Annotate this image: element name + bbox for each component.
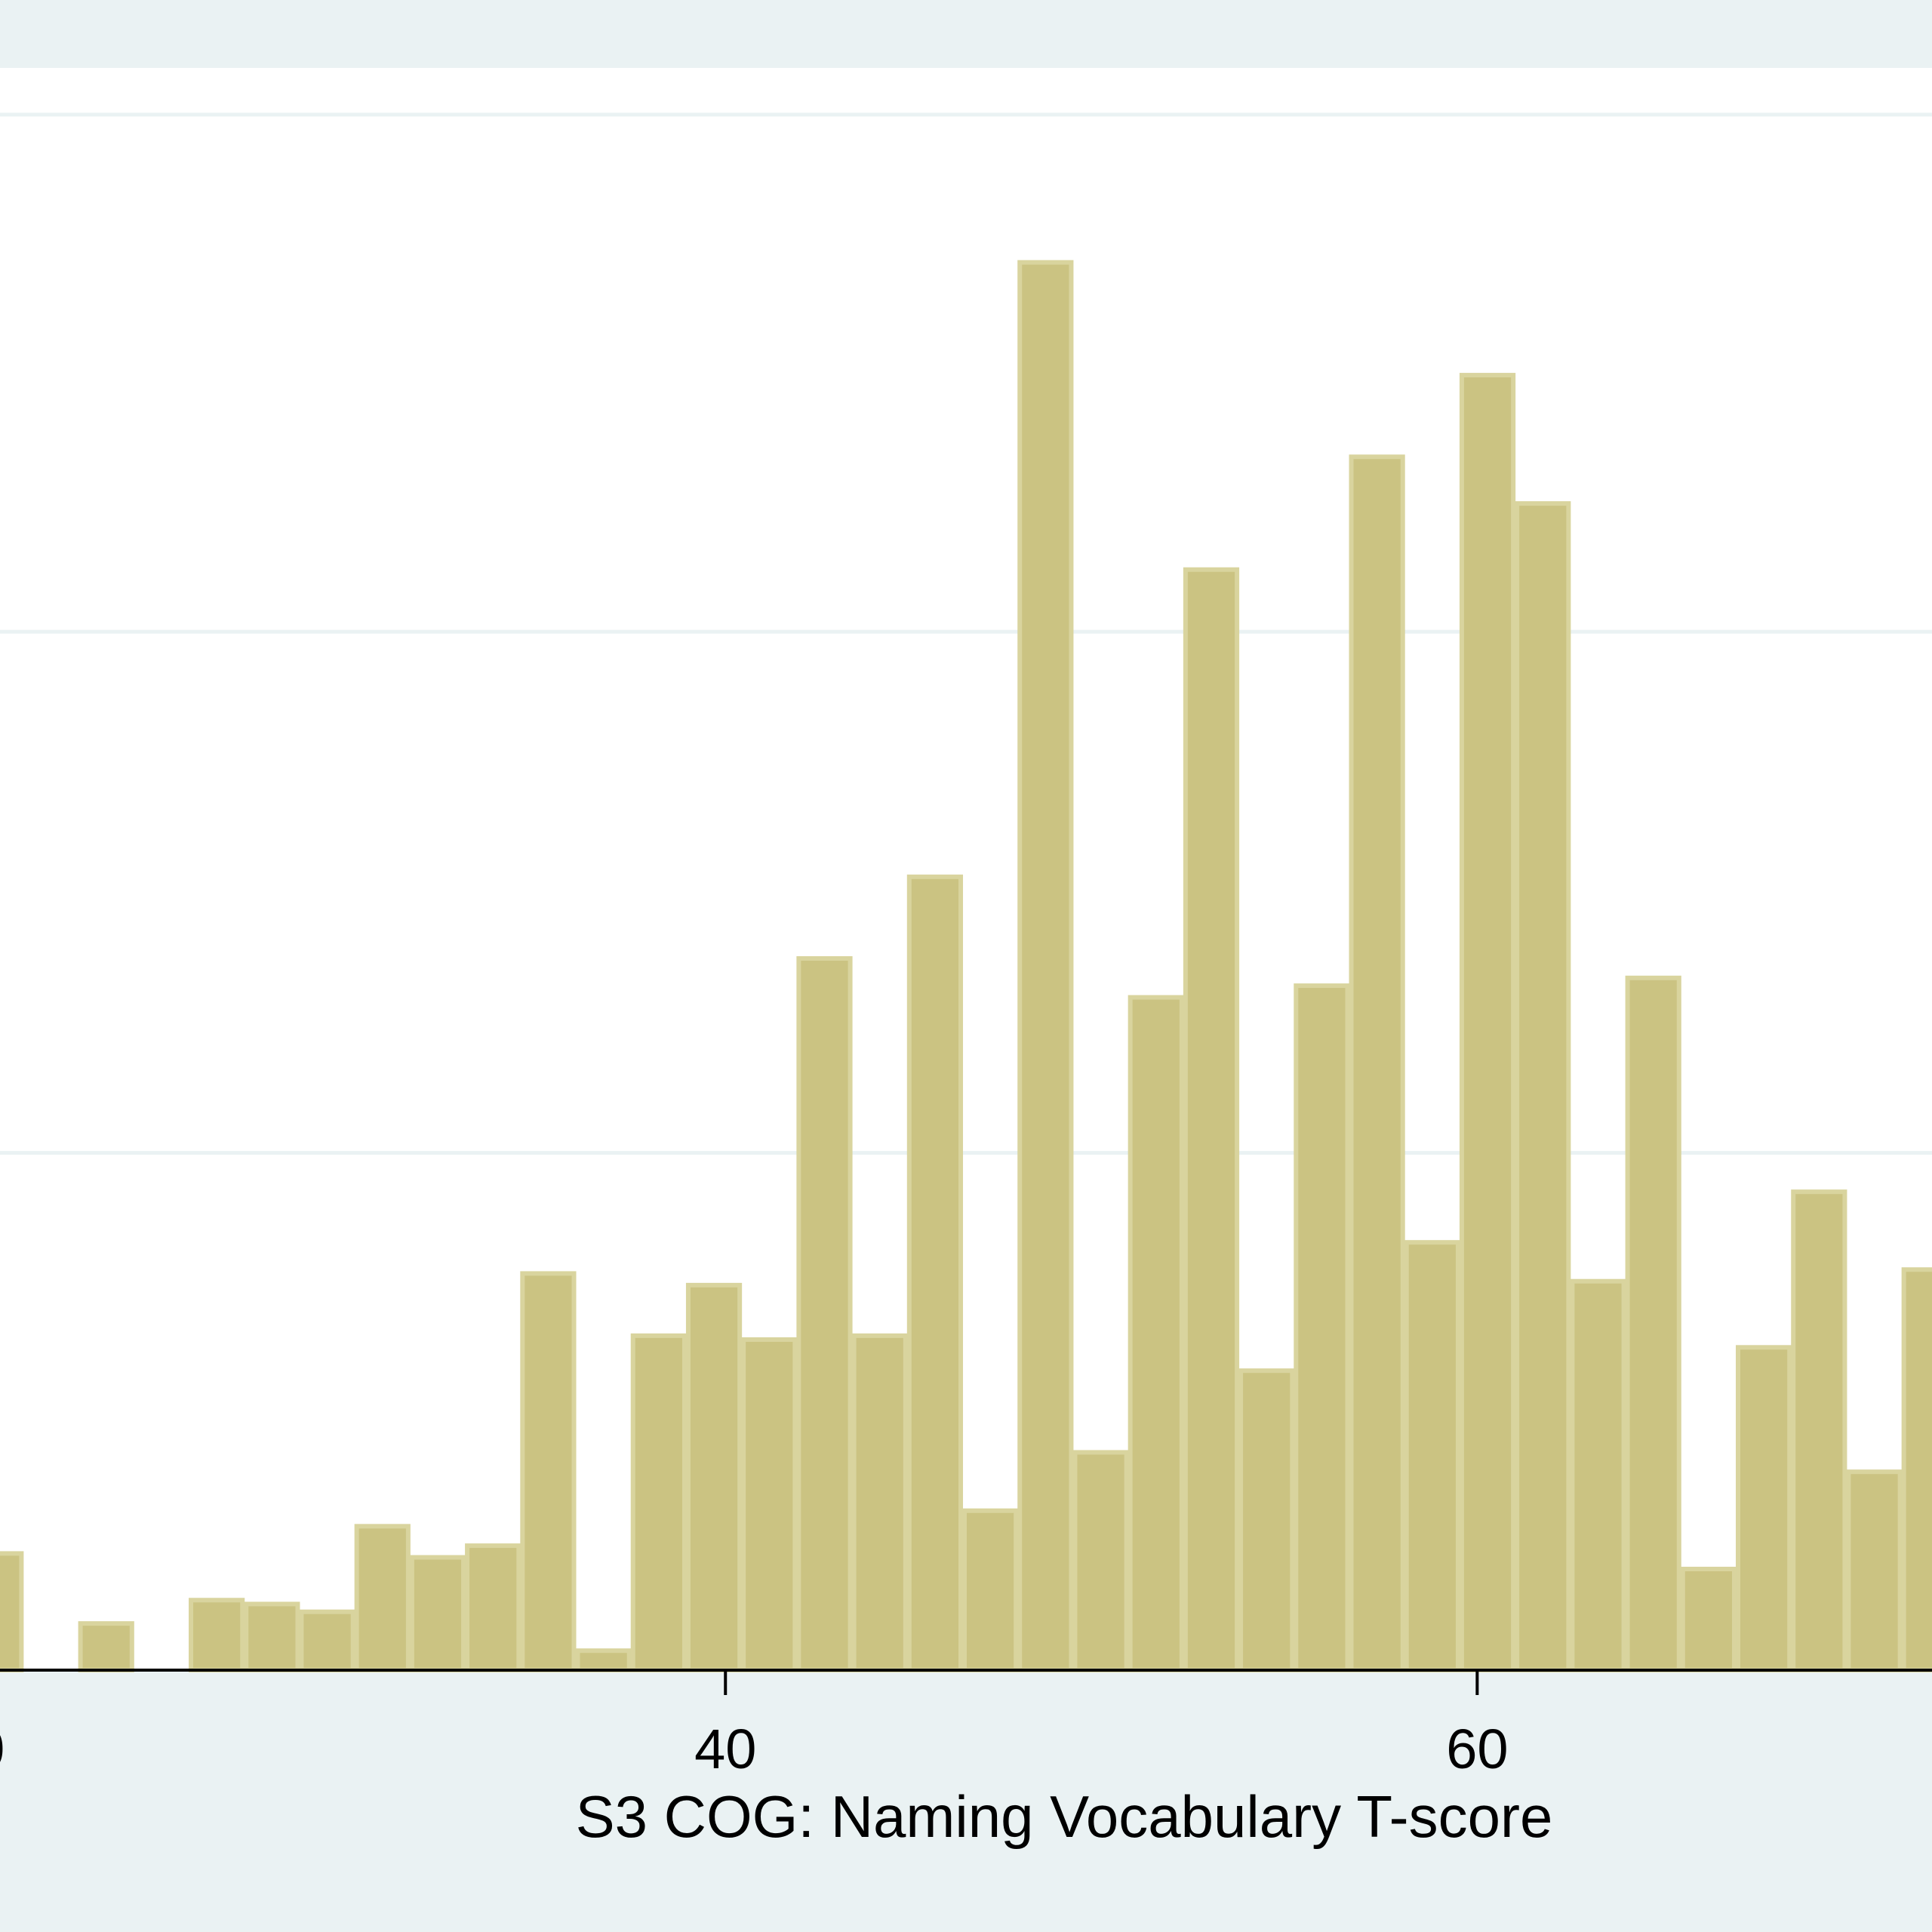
histogram-bar (906, 874, 964, 1672)
histogram-bar (1072, 1450, 1129, 1672)
histogram-bar (1459, 373, 1516, 1673)
histogram-bar (1017, 260, 1074, 1672)
histogram-bar (409, 1555, 466, 1672)
histogram-bar (78, 1621, 134, 1672)
histogram-bar (0, 1551, 24, 1672)
x-tick-label: 20 (0, 1718, 5, 1780)
histogram-bar (1846, 1469, 1903, 1672)
histogram-bar (851, 1333, 908, 1672)
histogram-bar (1625, 975, 1681, 1672)
histogram-bar (1680, 1567, 1737, 1672)
histogram-bar (1901, 1267, 1932, 1672)
y-gridlines (0, 112, 1932, 1155)
x-tick-label: 60 (1446, 1718, 1508, 1780)
histogram-bar (1349, 454, 1405, 1672)
histogram-bar (1404, 1240, 1460, 1672)
histogram-bar (1238, 1368, 1295, 1672)
histogram-bar (354, 1524, 411, 1673)
histogram-bar (520, 1271, 577, 1673)
histogram-bar (1294, 983, 1350, 1672)
histogram-bar (630, 1333, 687, 1672)
histogram-bar (685, 1282, 743, 1673)
histogram-bar (796, 956, 853, 1672)
histogram-bar (1183, 567, 1240, 1672)
histogram-bar (244, 1601, 300, 1672)
histogram-bar (189, 1598, 245, 1672)
x-tick-label: 40 (694, 1718, 756, 1780)
histogram-bar (575, 1648, 632, 1672)
histogram-bar (299, 1609, 355, 1672)
x-axis-label: S3 COG: Naming Vocabulary T-score (576, 1783, 1553, 1850)
histogram-bar (1736, 1345, 1792, 1672)
histogram-bar (741, 1337, 798, 1672)
histogram-bar (1515, 501, 1571, 1672)
histogram-bar (962, 1508, 1019, 1673)
histogram-bar (465, 1543, 521, 1672)
histogram-bar (1570, 1278, 1626, 1672)
histogram-bar (1791, 1189, 1847, 1672)
x-axis-ticks: 20 40 60 (0, 1670, 1509, 1780)
histogram-bar (1128, 995, 1184, 1672)
